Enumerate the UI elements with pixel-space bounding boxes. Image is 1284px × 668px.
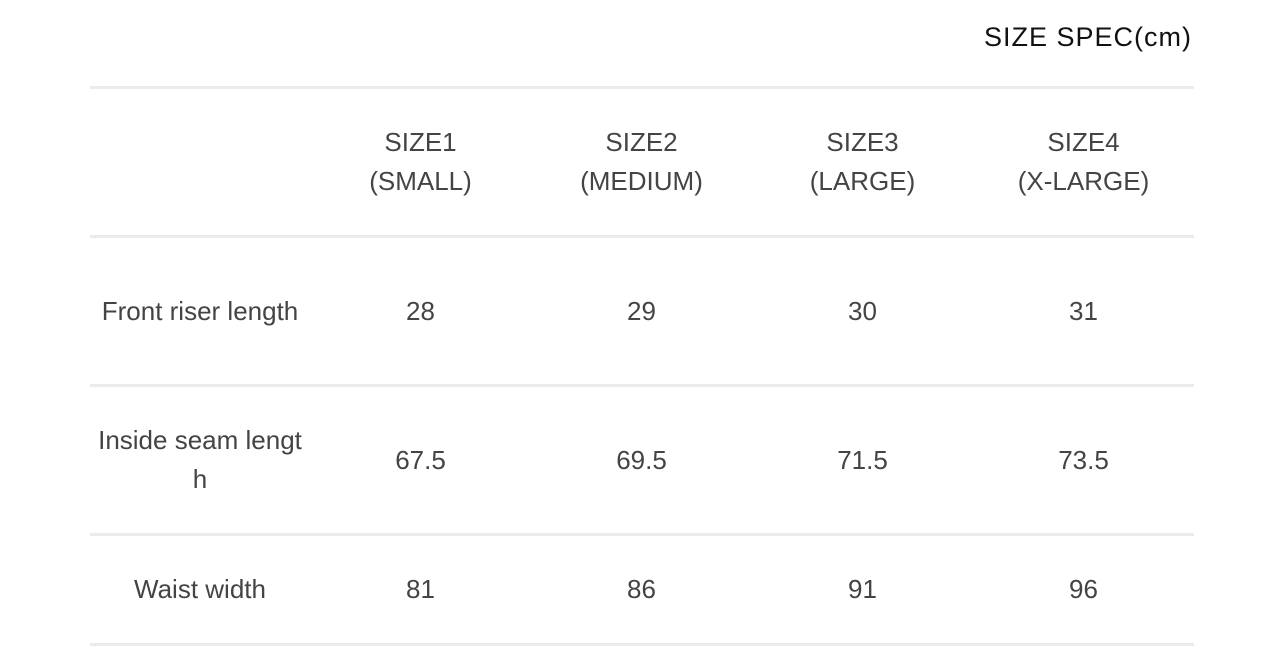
empty-header-cell xyxy=(90,86,310,238)
cell-value: 81 xyxy=(310,533,531,646)
size-name: (X-LARGE) xyxy=(1017,166,1150,196)
column-header-size3: SIZE3 (LARGE) xyxy=(752,86,973,238)
cell-value: 31 xyxy=(973,235,1194,387)
table-row: Inside seam length 67.5 69.5 71.5 73.5 xyxy=(90,384,1194,536)
size-name: (MEDIUM) xyxy=(580,166,703,196)
table-header-row: SIZE1 (SMALL) SIZE2 (MEDIUM) SIZE3 (LARGE) … xyxy=(90,86,1194,238)
size-spec-table: SIZE1 (SMALL) SIZE2 (MEDIUM) SIZE3 (LARGE) … xyxy=(90,86,1194,646)
table-row: Front riser length 28 29 30 31 xyxy=(90,235,1194,387)
cell-value: 86 xyxy=(531,533,752,646)
cell-value: 29 xyxy=(531,235,752,387)
cell-value: 71.5 xyxy=(752,384,973,536)
column-header-size2: SIZE2 (MEDIUM) xyxy=(531,86,752,238)
row-label: Inside seam length xyxy=(90,384,310,536)
size-code: SIZE1 xyxy=(384,127,457,157)
size-code: SIZE3 xyxy=(826,127,899,157)
cell-value: 73.5 xyxy=(973,384,1194,536)
column-header-size1: SIZE1 (SMALL) xyxy=(310,86,531,238)
size-spec-title: SIZE SPEC(cm) xyxy=(983,22,1192,52)
row-label: Waist width xyxy=(90,533,310,646)
cell-value: 30 xyxy=(752,235,973,387)
cell-value: 69.5 xyxy=(531,384,752,536)
size-code: SIZE4 xyxy=(1047,127,1120,157)
size-name: (LARGE) xyxy=(809,166,916,196)
size-code: SIZE2 xyxy=(605,127,678,157)
cell-value: 67.5 xyxy=(310,384,531,536)
cell-value: 96 xyxy=(973,533,1194,646)
column-header-size4: SIZE4 (X-LARGE) xyxy=(973,86,1194,238)
cell-value: 91 xyxy=(752,533,973,646)
cell-value: 28 xyxy=(310,235,531,387)
size-name: (SMALL) xyxy=(369,166,472,196)
table-row: Waist width 81 86 91 96 xyxy=(90,533,1194,646)
row-label: Front riser length xyxy=(90,235,310,387)
